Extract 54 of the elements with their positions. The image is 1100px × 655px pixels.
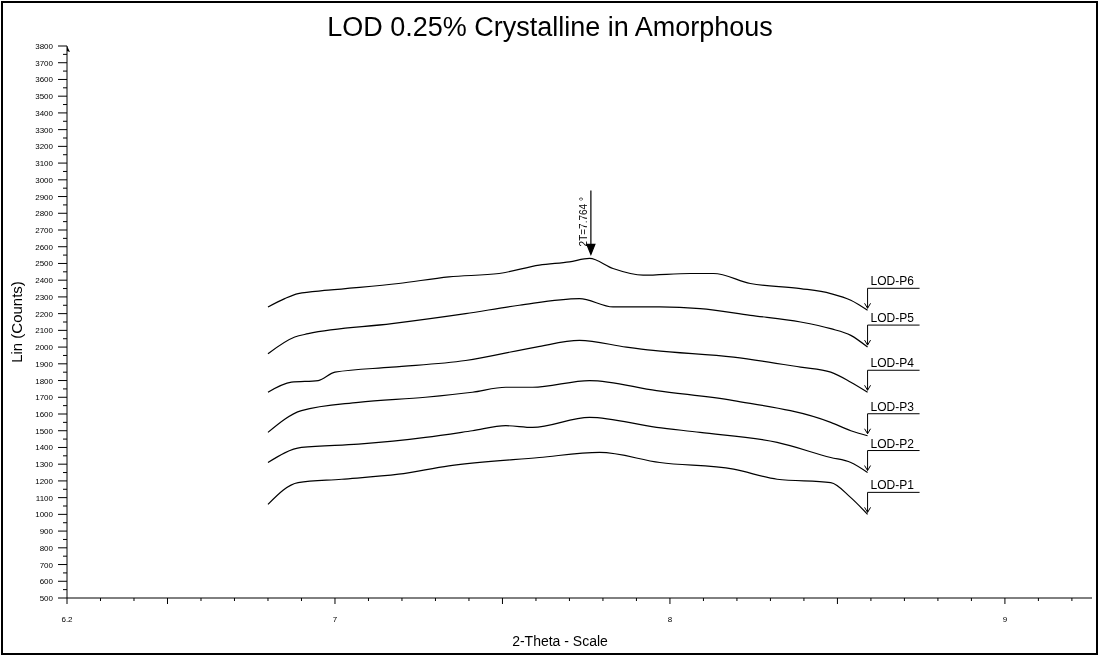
y-tick-label: 3000 xyxy=(35,175,54,185)
y-tick-label: 1500 xyxy=(35,426,54,436)
y-tick-label: 3100 xyxy=(35,159,54,169)
y-tick-label: 1700 xyxy=(35,393,54,403)
y-tick-label: 2700 xyxy=(35,226,54,235)
y-tick-label: 1000 xyxy=(35,510,54,520)
y-tick-label: 3500 xyxy=(35,92,54,102)
y-tick-label: 1400 xyxy=(35,443,54,453)
annotation: 2T=7.764 ° xyxy=(577,197,589,247)
y-tick-label: 600 xyxy=(39,577,54,587)
y-tick-label: 3200 xyxy=(35,142,54,152)
x-tick-label: 8 xyxy=(667,615,673,624)
y-tick-label: 2100 xyxy=(35,326,54,336)
y-tick-label: 2300 xyxy=(35,292,54,302)
y-tick-label: 2600 xyxy=(35,242,54,252)
x-tick-label: 6.2 xyxy=(61,615,74,624)
y-tick-label: 1100 xyxy=(35,493,54,503)
chart-title: LOD 0.25% Crystalline in Amorphous xyxy=(327,12,773,42)
y-tick-label: 1900 xyxy=(35,359,54,369)
y-tick-label: 500 xyxy=(39,594,54,603)
y-tick-label: 700 xyxy=(39,560,54,570)
series-label: LOD-P6 xyxy=(870,274,915,289)
y-tick-label: 2800 xyxy=(35,209,54,219)
y-tick-label: 1200 xyxy=(35,476,54,486)
line-series xyxy=(267,257,869,311)
x-tick-label: 7 xyxy=(332,615,338,624)
y-tick-label: 2000 xyxy=(35,343,54,353)
legend-label: LOD-P3 xyxy=(870,399,915,414)
y-tick-label: 3700 xyxy=(35,58,54,68)
line-series xyxy=(267,297,869,355)
legend-label: LOD-P2 xyxy=(870,436,915,451)
y-tick-label: 1600 xyxy=(35,410,54,419)
line-series xyxy=(267,339,869,393)
y-tick-label: 1300 xyxy=(35,460,54,470)
y-tick-label: 2400 xyxy=(35,276,54,286)
x-axis-title: 2-Theta - Scale xyxy=(512,633,609,649)
line-series xyxy=(267,379,869,437)
y-tick-label: 3300 xyxy=(35,125,54,135)
legend-label: LOD-P4 xyxy=(870,356,915,371)
line-series xyxy=(267,451,869,515)
legend-label: LOD-P1 xyxy=(870,478,915,493)
line-series xyxy=(267,416,869,474)
y-tick-label: 2900 xyxy=(35,192,54,202)
y-tick-label: 3600 xyxy=(35,75,54,85)
y-tick-label: 2200 xyxy=(35,309,54,319)
y-axis-title: Lin (Counts) xyxy=(8,281,25,363)
y-tick-label: 2500 xyxy=(35,259,54,269)
y-tick-label: 1800 xyxy=(35,376,54,386)
x-tick-label: 9 xyxy=(1002,615,1008,624)
legend-label: LOD-P5 xyxy=(870,311,915,326)
y-tick-label: 900 xyxy=(39,527,54,537)
y-tick-label: 800 xyxy=(39,543,54,553)
y-tick-label: 3800 xyxy=(35,42,54,51)
y-tick-label: 3400 xyxy=(35,108,54,118)
